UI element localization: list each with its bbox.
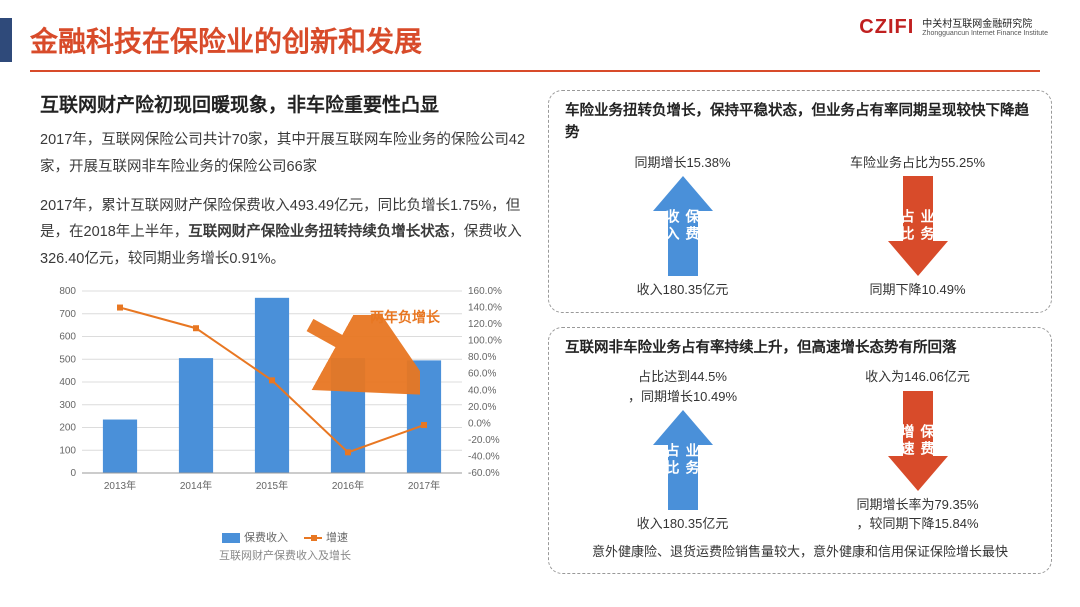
svg-text:80.0%: 80.0% [468, 352, 496, 363]
page-title: 金融科技在保险业的创新和发展 [30, 20, 422, 60]
svg-text:160.0%: 160.0% [468, 286, 502, 297]
svg-text:200: 200 [59, 423, 76, 434]
para2-b: 互联网财产保险业务扭转持续负增长状态 [188, 224, 449, 240]
logo-text: 中关村互联网金融研究院 Zhongguancun Internet Financ… [922, 19, 1048, 37]
box1-colA-top: 同期增长15.38% [574, 153, 790, 173]
main-content: 互联网财产险初现回暖现象，非车险重要性凸显 2017年，互联网保险公司共计70家… [0, 72, 1080, 574]
legend-bar-label: 保费收入 [244, 532, 288, 544]
left-para2: 2017年，累计互联网财产保险保费收入493.49亿元，同比负增长1.75%，但… [40, 193, 530, 273]
svg-text:0.0%: 0.0% [468, 418, 491, 429]
svg-text:-20.0%: -20.0% [468, 435, 500, 446]
logo: CZIFI 中关村互联网金融研究院 Zhongguancun Internet … [859, 16, 1048, 39]
box2-colA-arrow-label: 业务占比 [663, 435, 703, 485]
box1-arrow-row: 同期增长15.38% 保费收入 收入180.35亿元 车险业务占比为55.25%… [565, 153, 1035, 300]
box2-arrow-row: 占比达到44.5% ，同期增长10.49% 业务占比 收入180.35亿元 收入… [565, 367, 1035, 534]
svg-text:600: 600 [59, 332, 76, 343]
box2-colB: 收入为146.06亿元 保费增速 同期增长率为79.35% ，较同期下降15.8… [809, 367, 1025, 534]
arrow-up-blue-2: 业务占比 [652, 410, 714, 510]
box2-colB-top: 收入为146.06亿元 [809, 367, 1025, 387]
svg-text:120.0%: 120.0% [468, 319, 502, 330]
svg-text:40.0%: 40.0% [468, 385, 496, 396]
box1-colA: 同期增长15.38% 保费收入 收入180.35亿元 [574, 153, 790, 300]
svg-text:2016年: 2016年 [332, 479, 364, 492]
right-column: 车险业务扭转负增长，保持平稳状态，但业务占有率同期呈现较快下降趋势 同期增长15… [548, 90, 1052, 574]
revenue-chart: 0 100 200 300 400 500 600 700 800 -60.0% -40.0% -20… [40, 285, 510, 525]
box1-colA-arrow-label: 保费收入 [663, 201, 703, 251]
title-accent-block [0, 18, 12, 62]
logo-mark: CZIFI [859, 16, 914, 39]
logo-en: Zhongguancun Internet Finance Institute [922, 30, 1048, 37]
svg-text:500: 500 [59, 354, 76, 365]
svg-text:2013年: 2013年 [104, 479, 136, 492]
box2-colA-top: 占比达到44.5% ，同期增长10.49% [574, 367, 790, 406]
box2-title: 互联网非车险业务占有率持续上升，但高速增长态势有所回落 [565, 338, 1035, 360]
left-column: 互联网财产险初现回暖现象，非车险重要性凸显 2017年，互联网保险公司共计70家… [40, 90, 530, 574]
box2-colA: 占比达到44.5% ，同期增长10.49% 业务占比 收入180.35亿元 [574, 367, 790, 534]
left-para1: 2017年，互联网保险公司共计70家，其中开展互联网车险业务的保险公司42家，开… [40, 127, 530, 181]
annotation-arrow-icon [300, 315, 420, 395]
logo-cn: 中关村互联网金融研究院 [922, 19, 1048, 30]
svg-text:2014年: 2014年 [180, 479, 212, 492]
box1-colB-top: 车险业务占比为55.25% [809, 153, 1025, 173]
svg-text:700: 700 [59, 309, 76, 320]
svg-text:0: 0 [70, 468, 76, 479]
svg-text:100.0%: 100.0% [468, 336, 502, 347]
legend-line-label: 增速 [326, 532, 348, 544]
legend-line-swatch [304, 537, 322, 539]
svg-text:2017年: 2017年 [408, 479, 440, 492]
legend-line: 增速 [304, 529, 348, 545]
svg-text:400: 400 [59, 377, 76, 388]
left-subhead: 互联网财产险初现回暖现象，非车险重要性凸显 [40, 90, 530, 117]
box2-colA-bottom: 收入180.35亿元 [574, 514, 790, 534]
svg-text:800: 800 [59, 286, 76, 297]
box-non-auto-insurance: 互联网非车险业务占有率持续上升，但高速增长态势有所回落 占比达到44.5% ，同… [548, 327, 1052, 575]
arrow-up-blue: 保费收入 [652, 176, 714, 276]
box1-title: 车险业务扭转负增长，保持平稳状态，但业务占有率同期呈现较快下降趋势 [565, 101, 1035, 145]
box1-colB-bottom: 同期下降10.49% [809, 280, 1025, 300]
chart-caption: 互联网财产保费收入及增长 [40, 547, 530, 563]
arrow-down-red-2: 保费增速 [887, 391, 949, 491]
svg-text:-60.0%: -60.0% [468, 468, 500, 479]
box2-footnote: 意外健康险、退货运费险销售量较大，意外健康和信用保证保险增长最快 [565, 542, 1035, 562]
box2-colB-arrow-label: 保费增速 [898, 416, 938, 466]
svg-text:140.0%: 140.0% [468, 303, 502, 314]
svg-text:100: 100 [59, 445, 76, 456]
box1-colA-bottom: 收入180.35亿元 [574, 280, 790, 300]
box2-colB-bottom: 同期增长率为79.35% ，较同期下降15.84% [809, 495, 1025, 534]
arrow-down-red: 业务占比 [887, 176, 949, 276]
legend-bar-swatch [222, 533, 240, 543]
svg-text:60.0%: 60.0% [468, 369, 496, 380]
chart-legend: 保费收入 增速 [40, 529, 530, 545]
box1-colB-arrow-label: 业务占比 [898, 201, 938, 251]
svg-text:20.0%: 20.0% [468, 402, 496, 413]
svg-text:-40.0%: -40.0% [468, 452, 500, 463]
svg-text:300: 300 [59, 400, 76, 411]
box1-colB: 车险业务占比为55.25% 业务占比 同期下降10.49% [809, 153, 1025, 300]
box-auto-insurance: 车险业务扭转负增长，保持平稳状态，但业务占有率同期呈现较快下降趋势 同期增长15… [548, 90, 1052, 313]
legend-bar: 保费收入 [222, 529, 288, 545]
svg-text:2015年: 2015年 [256, 479, 288, 492]
